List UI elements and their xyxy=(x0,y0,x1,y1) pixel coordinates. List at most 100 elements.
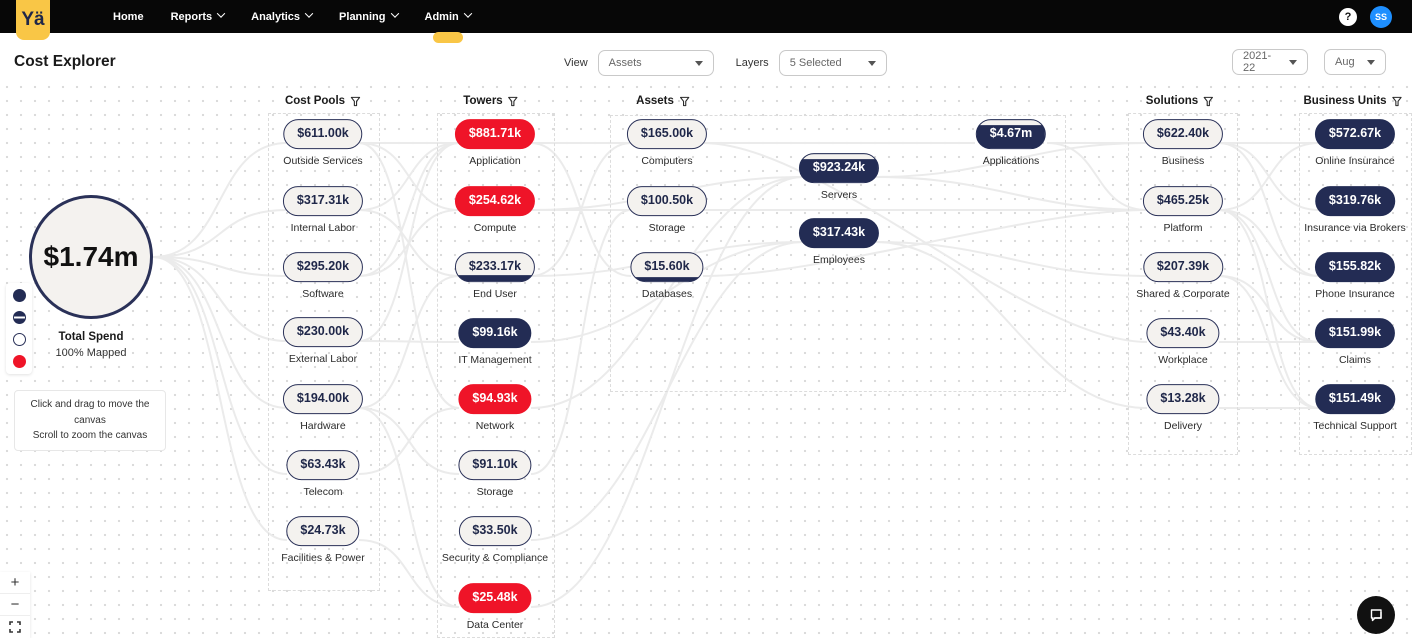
node-databases[interactable]: $15.60k Databases xyxy=(630,252,704,300)
node-label: Claims xyxy=(1338,353,1372,366)
node-software[interactable]: $295.20k Software xyxy=(282,252,364,300)
node-outside-services[interactable]: $611.00k Outside Services xyxy=(283,119,363,167)
node-label: Phone Insurance xyxy=(1315,287,1395,300)
zoom-in-button[interactable]: + xyxy=(0,572,30,594)
node-workplace[interactable]: $43.40k Workplace xyxy=(1146,318,1220,366)
node-label: Software xyxy=(302,287,344,300)
node-value: $25.48k xyxy=(458,583,532,613)
node-value: $165.00k xyxy=(626,119,708,149)
node-platform[interactable]: $465.25k Platform xyxy=(1142,186,1224,234)
node-total-spend[interactable]: $1.74m xyxy=(29,195,153,319)
node-value: $155.82k xyxy=(1314,252,1396,282)
node-employees[interactable]: $317.43k Employees xyxy=(798,218,880,266)
node-label: Insurance via Brokers xyxy=(1304,221,1406,234)
filter-funnel-icon[interactable] xyxy=(679,96,690,107)
filter-funnel-icon[interactable] xyxy=(350,96,361,107)
node-insurance-brokers[interactable]: $319.76k Insurance via Brokers xyxy=(1304,186,1406,234)
filter-funnel-icon[interactable] xyxy=(1203,96,1214,107)
total-spend-label: Total Spend xyxy=(58,331,124,343)
node-telecom[interactable]: $63.43k Telecom xyxy=(286,450,360,498)
node-label: Telecom xyxy=(303,485,343,498)
user-avatar[interactable]: SS xyxy=(1370,5,1392,28)
node-data-center[interactable]: $25.48k Data Center xyxy=(458,583,532,631)
node-status-legend xyxy=(6,283,32,374)
fiscal-year-value: 2021-22 xyxy=(1243,50,1272,74)
node-it-management[interactable]: $99.16k IT Management xyxy=(458,318,532,366)
node-value: $319.76k xyxy=(1314,186,1396,216)
node-phone-insurance[interactable]: $155.82k Phone Insurance xyxy=(1314,252,1396,300)
node-value: $94.93k xyxy=(458,384,532,414)
chevron-down-icon xyxy=(216,9,226,18)
layers-dropdown[interactable]: 5 Selected xyxy=(778,50,887,76)
node-label: Delivery xyxy=(1164,419,1202,432)
nav-item-reports[interactable]: Reports xyxy=(171,0,226,33)
node-online-insurance[interactable]: $572.67k Online Insurance xyxy=(1314,119,1396,167)
legend-dot-partially-mapped xyxy=(12,311,26,324)
node-hardware[interactable]: $194.00k Hardware xyxy=(282,384,364,432)
column-header-cost-pools: Cost Pools xyxy=(285,95,361,107)
node-compute[interactable]: $254.62k Compute xyxy=(454,186,536,234)
node-label: Data Center xyxy=(466,618,524,631)
node-value: $100.50k xyxy=(626,186,708,216)
node-network[interactable]: $94.93k Network xyxy=(458,384,532,432)
node-label: Platform xyxy=(1163,221,1203,234)
column-header-label: Solutions xyxy=(1145,95,1199,107)
node-computers[interactable]: $165.00k Computers xyxy=(626,119,708,167)
node-delivery[interactable]: $13.28k Delivery xyxy=(1146,384,1220,432)
fiscal-year-dropdown[interactable]: 2021-22 xyxy=(1232,49,1308,75)
canvas-hint: Click and drag to move the canvas Scroll… xyxy=(14,390,166,451)
node-label: Shared & Corporate xyxy=(1136,287,1230,300)
node-label: Security & Compliance xyxy=(441,551,549,564)
node-external-labor[interactable]: $230.00k External Labor xyxy=(282,317,364,365)
node-security-compliance[interactable]: $33.50k Security & Compliance xyxy=(442,516,548,564)
node-storage-tower[interactable]: $91.10k Storage xyxy=(458,450,532,498)
node-value: $13.28k xyxy=(1146,384,1220,414)
node-value: $207.39k xyxy=(1142,252,1224,282)
nav-item-home[interactable]: Home xyxy=(113,0,144,33)
node-label: Computers xyxy=(641,154,693,167)
fit-screen-button[interactable] xyxy=(0,616,30,638)
canvas-zoom-controls: + − xyxy=(0,572,30,638)
node-claims[interactable]: $151.99k Claims xyxy=(1314,318,1396,366)
node-application[interactable]: $881.71k Application xyxy=(454,119,536,167)
node-facilities-power[interactable]: $24.73k Facilities & Power xyxy=(281,516,365,564)
node-value: $230.00k xyxy=(282,317,364,347)
node-applications[interactable]: $4.67m Applications xyxy=(975,119,1047,167)
canvas-hint-line2: Scroll to zoom the canvas xyxy=(32,430,148,441)
filter-funnel-icon[interactable] xyxy=(1392,96,1403,107)
node-technical-support[interactable]: $151.49k Technical Support xyxy=(1313,384,1397,432)
help-button[interactable]: ? xyxy=(1339,7,1357,26)
chat-button[interactable] xyxy=(1357,596,1395,634)
node-label: Facilities & Power xyxy=(281,551,365,564)
node-business[interactable]: $622.40k Business xyxy=(1142,119,1224,167)
node-value: $572.67k xyxy=(1314,119,1396,149)
filter-funnel-icon[interactable] xyxy=(508,96,519,107)
zoom-out-button[interactable]: − xyxy=(0,594,30,616)
node-value: $622.40k xyxy=(1142,119,1224,149)
nav-item-admin[interactable]: Admin xyxy=(425,0,472,43)
fit-screen-icon xyxy=(9,621,21,633)
node-storage-asset[interactable]: $100.50k Storage xyxy=(626,186,708,234)
app-logo[interactable]: Yä xyxy=(16,0,50,40)
node-label: Employees xyxy=(813,253,865,266)
node-internal-labor[interactable]: $317.31k Internal Labor xyxy=(282,186,364,234)
chevron-down-icon xyxy=(304,9,314,18)
view-dropdown[interactable]: Assets xyxy=(597,50,714,76)
legend-dot-unmapped xyxy=(12,333,26,346)
node-value: $99.16k xyxy=(458,318,532,348)
node-value: $63.43k xyxy=(286,450,360,480)
node-shared-corporate[interactable]: $207.39k Shared & Corporate xyxy=(1136,252,1230,300)
nav-item-planning[interactable]: Planning xyxy=(339,0,399,33)
nav-item-analytics[interactable]: Analytics xyxy=(251,0,314,33)
month-dropdown[interactable]: Aug xyxy=(1324,49,1386,75)
chat-icon xyxy=(1370,609,1382,622)
node-label: Compute xyxy=(473,221,517,234)
chevron-down-icon xyxy=(463,9,472,18)
node-servers[interactable]: $923.24k Servers xyxy=(798,153,880,201)
node-value: $611.00k xyxy=(283,119,363,149)
top-nav: Home Reports Analytics Planning Admin ? SS xyxy=(0,0,1412,43)
caret-down-icon xyxy=(694,60,703,66)
node-end-user[interactable]: $233.17k End User xyxy=(454,252,536,300)
node-value: $33.50k xyxy=(458,516,532,546)
